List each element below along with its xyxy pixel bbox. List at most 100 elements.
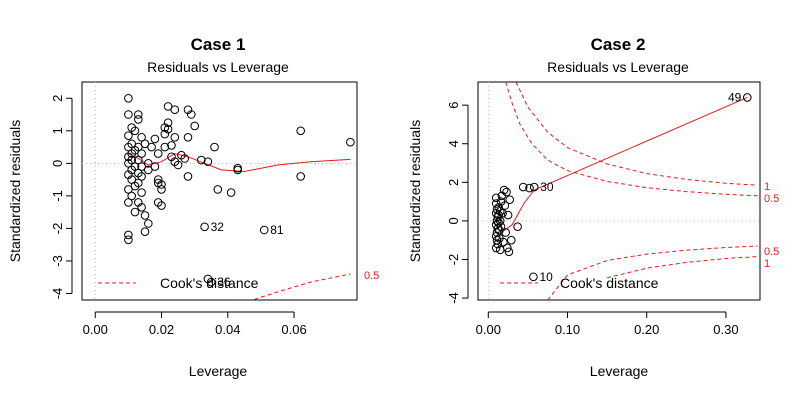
data-point xyxy=(187,110,196,119)
data-point xyxy=(197,155,206,165)
data-point xyxy=(499,237,508,247)
data-point xyxy=(200,222,209,232)
data-point xyxy=(496,222,506,231)
data-point xyxy=(499,185,509,195)
data-point xyxy=(233,163,242,173)
y-tick-label: 6 xyxy=(446,102,461,109)
data-point xyxy=(150,162,160,171)
x-axis-title: Leverage xyxy=(189,363,248,379)
x-tick-label: 0.00 xyxy=(83,322,108,337)
data-point xyxy=(137,133,146,142)
point-label: 36 xyxy=(217,275,231,289)
data-point xyxy=(157,180,166,189)
panel-subtitle: Residuals vs Leverage xyxy=(147,59,289,75)
y-tick-label: -2 xyxy=(446,254,461,266)
data-point xyxy=(501,228,511,237)
data-points xyxy=(124,94,355,287)
data-point xyxy=(157,201,166,210)
data-point xyxy=(500,201,510,210)
data-point xyxy=(167,141,176,150)
data-point xyxy=(502,187,511,197)
data-point xyxy=(507,235,516,245)
smooth-line xyxy=(128,153,351,173)
y-tick-label: -4 xyxy=(50,288,65,300)
data-point xyxy=(134,115,143,124)
legend-label: Cook's distance xyxy=(160,275,259,291)
cook-curve-label: 0.5 xyxy=(764,246,779,258)
point-labels: 32 36 81 xyxy=(211,220,284,289)
data-point xyxy=(529,182,539,192)
x-tick-label: 0.02 xyxy=(149,322,174,337)
y-tick-label: 0 xyxy=(50,160,65,167)
data-point xyxy=(163,102,173,111)
point-labels: 30 10 49 xyxy=(539,90,741,283)
data-point xyxy=(529,272,538,282)
cook-curve-label: 1 xyxy=(764,258,770,270)
data-point xyxy=(163,124,173,134)
data-point xyxy=(226,188,236,197)
reference-lines xyxy=(478,82,760,300)
panel-title: Case 1 xyxy=(191,35,246,54)
cook-curve-labels: 1 0.5 0.5 1 xyxy=(764,181,779,270)
point-label: 49 xyxy=(728,90,742,104)
legend: Cook's distance xyxy=(98,275,259,291)
point-label: 10 xyxy=(539,270,553,284)
panel-case-2: Case 2 Residuals vs Leverage Leverage St… xyxy=(407,35,779,379)
data-point xyxy=(495,216,505,226)
cook-curve xyxy=(515,82,758,186)
data-point xyxy=(743,93,752,102)
data-point xyxy=(296,126,306,136)
cooks-distance-curves xyxy=(505,82,758,300)
cook-curve xyxy=(606,256,758,279)
point-label: 30 xyxy=(540,180,554,194)
data-point xyxy=(140,139,150,149)
data-point xyxy=(144,159,153,168)
y-tick-label: 2 xyxy=(50,95,65,102)
y-tick-label: -2 xyxy=(50,223,65,235)
data-point xyxy=(505,195,515,204)
cooks-distance-curves xyxy=(251,273,351,300)
data-point xyxy=(134,178,143,188)
data-point xyxy=(491,243,501,253)
point-label: 81 xyxy=(270,223,284,237)
data-point xyxy=(150,134,160,144)
legend-label: Cook's distance xyxy=(560,275,659,291)
x-tick-label: 0.06 xyxy=(281,322,306,337)
data-point xyxy=(170,133,180,142)
data-point xyxy=(525,183,534,193)
reference-lines xyxy=(82,82,357,300)
panel-subtitle: Residuals vs Leverage xyxy=(547,59,689,75)
data-point xyxy=(140,211,150,220)
data-point xyxy=(503,210,513,220)
y-tick-label: 1 xyxy=(50,127,65,134)
data-point xyxy=(130,207,140,217)
point-label: 32 xyxy=(211,220,225,234)
data-point xyxy=(259,225,269,235)
data-point xyxy=(153,149,163,158)
smooth-line-path xyxy=(128,153,351,173)
x-tick-label: 0.30 xyxy=(713,322,738,337)
data-point xyxy=(203,157,213,166)
plot-frame xyxy=(477,81,761,301)
x-tick-label: 0.10 xyxy=(555,322,580,337)
data-point xyxy=(173,160,183,170)
data-point xyxy=(130,126,140,136)
y-axis-title: Standardized residuals xyxy=(7,120,23,262)
data-point xyxy=(144,165,153,175)
data-point xyxy=(160,142,170,152)
data-point xyxy=(137,203,146,212)
cook-curve xyxy=(547,245,758,300)
x-tick-label: 0.20 xyxy=(634,322,659,337)
data-point xyxy=(144,219,153,228)
data-point xyxy=(124,235,133,245)
data-point xyxy=(170,105,180,114)
cook-curve xyxy=(251,273,351,300)
cook-curve xyxy=(505,82,758,197)
cook-curve-label: 1 xyxy=(764,181,770,193)
axis-ticks: 0.00 0.02 0.04 0.06 -4 -3 -2 -1 0 1 2 xyxy=(50,95,307,337)
x-tick-label: 0.00 xyxy=(476,322,501,337)
data-point xyxy=(190,121,199,131)
data-point xyxy=(213,185,223,194)
y-tick-label: -3 xyxy=(50,255,65,267)
